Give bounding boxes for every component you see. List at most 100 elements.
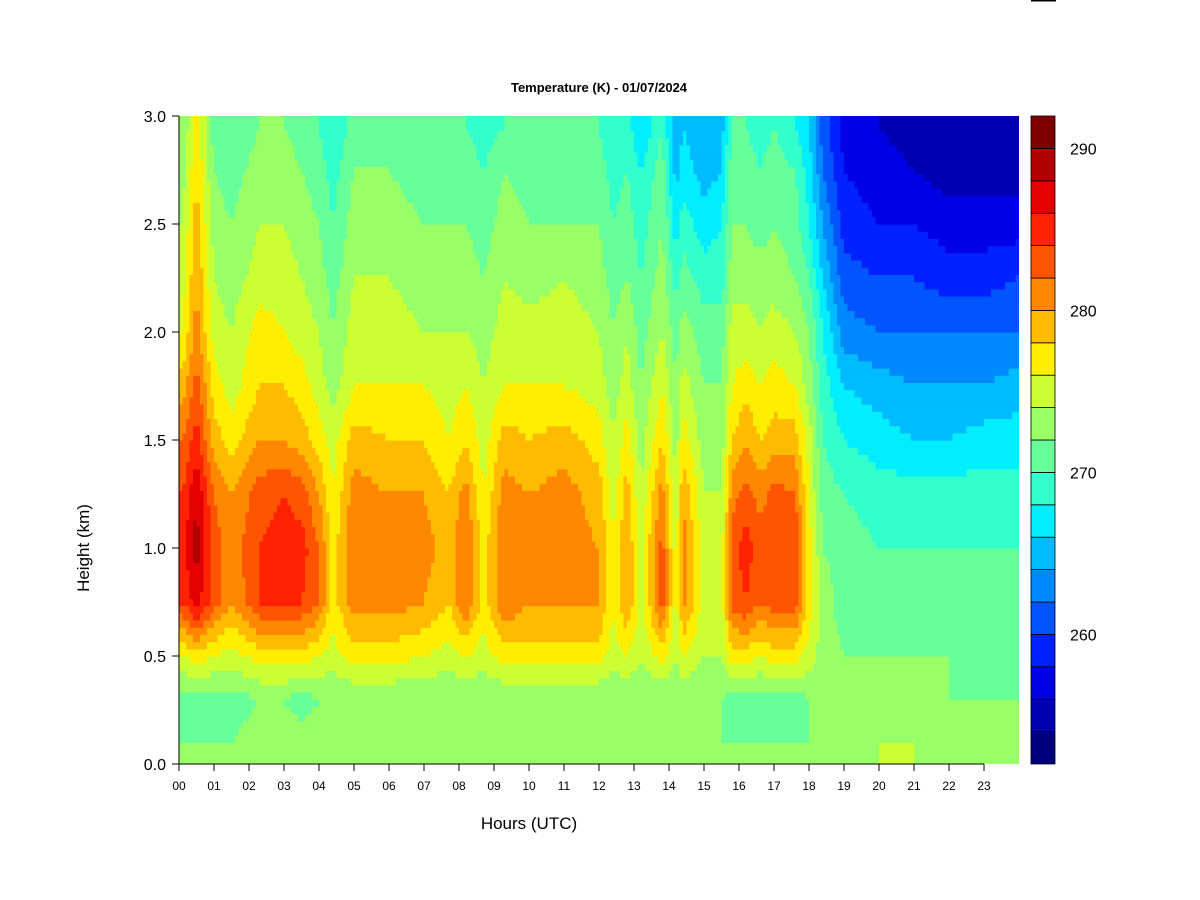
heatmap-cell (798, 404, 810, 412)
heatmap-cell (494, 324, 597, 333)
heatmap-cell (186, 281, 191, 290)
heatmap-cell (242, 540, 261, 549)
heatmap-cell (819, 260, 831, 268)
heatmap-cell (693, 634, 726, 643)
heatmap-cell (889, 137, 1019, 146)
heatmap-cell (816, 548, 824, 556)
heatmap-cell (693, 396, 726, 405)
heatmap-cell (301, 476, 317, 484)
heatmap-cell (501, 389, 579, 398)
heatmap-cell (186, 152, 194, 160)
heatmap-cell (651, 461, 660, 470)
heatmap-cell (501, 425, 520, 434)
heatmap-cell (665, 288, 702, 297)
heatmap-cell (648, 137, 660, 146)
heatmap-cell (273, 310, 313, 319)
heatmap-cell (305, 281, 327, 290)
heatmap-cell (476, 497, 492, 506)
heatmap-cell (683, 476, 688, 484)
heatmap-cell (805, 454, 814, 463)
heatmap-cell (189, 166, 205, 175)
heatmap-cell (329, 180, 338, 189)
heatmap-cell (179, 324, 184, 333)
heatmap-cell (739, 490, 754, 499)
heatmap-cell (599, 591, 607, 599)
heatmap-cell (767, 497, 796, 506)
heatmap-cell (501, 288, 516, 297)
heatmap-cell (329, 202, 338, 211)
heatmap-cell (732, 116, 747, 124)
heatmap-cell (329, 591, 338, 599)
heatmap-cell (809, 720, 1019, 729)
heatmap-cell (683, 130, 688, 139)
heatmap-cell (812, 260, 821, 268)
heatmap-cell (658, 548, 667, 556)
heatmap-cell (203, 512, 212, 520)
heatmap-cell (844, 152, 905, 160)
heatmap-cell (497, 627, 604, 635)
heatmap-cell (700, 605, 723, 614)
heatmap-cell (427, 512, 460, 520)
heatmap-cell (651, 123, 667, 131)
heatmap-cell (823, 144, 831, 153)
heatmap-cell (763, 159, 789, 167)
heatmap-cell (203, 166, 208, 175)
heatmap-cell (473, 576, 481, 585)
heatmap-cell (501, 188, 516, 196)
heatmap-cell (182, 209, 191, 218)
heatmap-cell (679, 512, 691, 520)
heatmap-cell (497, 310, 590, 319)
heatmap-cell (238, 389, 257, 398)
heatmap-cell (833, 166, 845, 175)
heatmap-cell (249, 267, 299, 275)
heatmap-cell (179, 648, 222, 657)
heatmap-cell (732, 231, 751, 239)
heatmap-cell (203, 159, 208, 167)
heatmap-cell (616, 310, 635, 319)
heatmap-cell (728, 216, 800, 225)
heatmap-cell (406, 605, 446, 614)
heatmap-cell (683, 576, 688, 585)
heatmap-cell (616, 627, 635, 635)
heatmap-cell (802, 468, 810, 477)
heatmap-cell (193, 382, 201, 391)
heatmap-cell (620, 382, 632, 391)
heatmap-cell (777, 130, 800, 139)
heatmap-cell (326, 598, 331, 607)
heatmap-cell (634, 144, 649, 153)
heatmap-cell (473, 540, 481, 549)
heatmap-cell (875, 540, 1019, 549)
heatmap-cell (634, 483, 649, 491)
heatmap-cell (819, 389, 831, 398)
heatmap-cell (469, 332, 495, 340)
heatmap-cell (679, 267, 691, 275)
heatmap-cell (480, 533, 488, 542)
heatmap-cell (725, 332, 730, 340)
heatmap-cell (326, 555, 331, 563)
heatmap-cell (179, 555, 187, 563)
heatmap-cell (557, 281, 569, 290)
heatmap-cell (252, 483, 306, 491)
heatmap-cell (347, 512, 429, 520)
heatmap-cell (819, 396, 835, 405)
heatmap-cell (312, 195, 331, 203)
heatmap-cell (599, 634, 611, 643)
heatmap-cell (214, 252, 254, 261)
heatmap-cell (546, 425, 572, 434)
heatmap-cell (721, 584, 726, 592)
heatmap-cell (210, 598, 222, 607)
heatmap-cell (809, 483, 814, 491)
heatmap-cell (644, 555, 649, 563)
heatmap-cell (252, 404, 299, 412)
heatmap-cell (606, 533, 621, 542)
heatmap-cell (207, 411, 215, 419)
heatmap-cell (665, 584, 670, 592)
heatmap-cell (179, 195, 184, 203)
heatmap-cell (819, 195, 828, 203)
heatmap-cell (193, 310, 201, 319)
heatmap-cell (480, 447, 488, 455)
heatmap-cell (655, 576, 660, 585)
heatmap-cell (469, 483, 478, 491)
heatmap-cell (637, 252, 646, 261)
heatmap-cell (672, 663, 681, 671)
